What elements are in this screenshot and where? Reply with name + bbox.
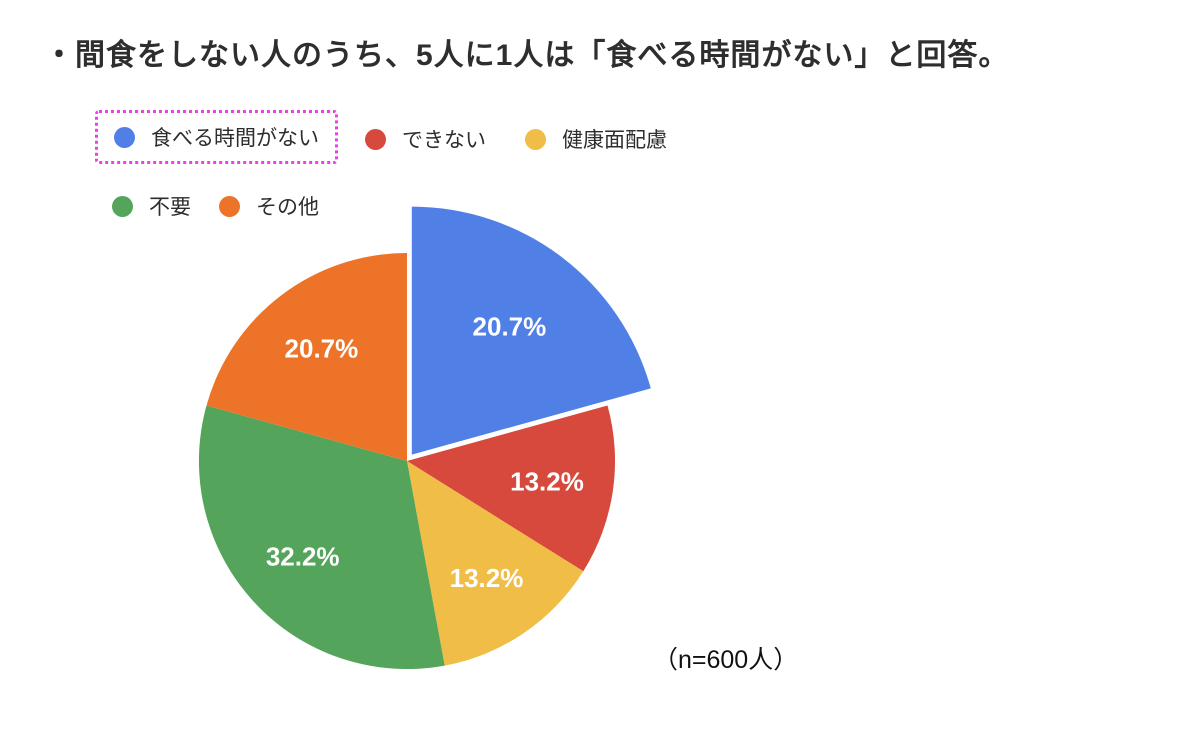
legend-label: 健康面配慮 <box>562 129 667 152</box>
pie-slice-label-1: 13.2% <box>510 466 584 496</box>
legend-dot-icon <box>525 128 546 150</box>
legend-label: できない <box>402 129 486 152</box>
sample-size-note: （n=600人） <box>653 646 799 674</box>
pie-slice-label-3: 32.2% <box>266 542 340 572</box>
legend-dot-icon <box>219 195 240 217</box>
legend-item-highlighted: 食べる時間がない <box>95 110 338 164</box>
legend-label: 食べる時間がない <box>151 127 319 150</box>
legend-item: 不要 <box>112 191 191 221</box>
legend-item: できない <box>365 124 486 154</box>
legend-item: 健康面配慮 <box>525 124 667 154</box>
legend-label: 不要 <box>149 196 191 219</box>
pie-slice-2 <box>407 461 584 666</box>
legend-dot-icon <box>114 126 135 148</box>
pie-slice-0 <box>411 206 651 455</box>
pie-slice-3 <box>198 405 445 670</box>
pie-slice-label-0: 20.7% <box>473 311 547 341</box>
pie-slice-label-4: 20.7% <box>285 333 359 363</box>
legend-label: その他 <box>256 196 319 219</box>
pie-slice-1 <box>407 405 616 572</box>
legend-dot-icon <box>112 195 133 217</box>
legend-dot-icon <box>365 128 386 150</box>
pie-slice-4 <box>206 253 407 461</box>
legend-item: その他 <box>219 191 319 221</box>
page-title: ・間食をしない人のうち、5人に1人は「食べる時間がない」と回答。 <box>44 39 1010 72</box>
pie-slice-label-2: 13.2% <box>450 563 524 593</box>
